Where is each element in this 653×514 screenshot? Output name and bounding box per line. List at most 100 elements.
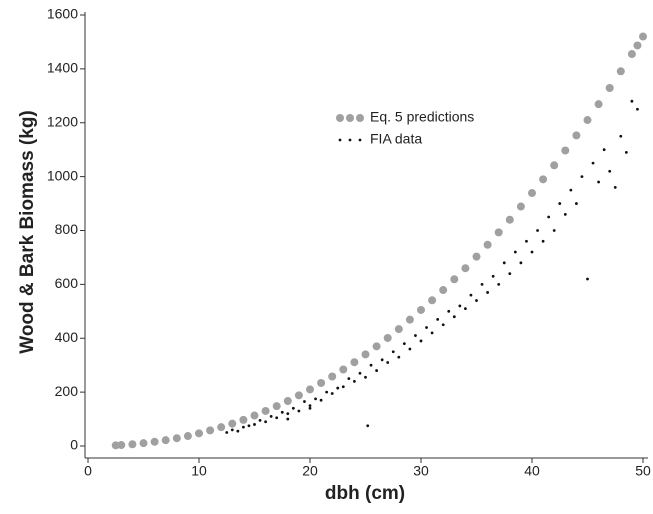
- point: [464, 307, 467, 311]
- point: [280, 410, 284, 414]
- point: [183, 432, 192, 441]
- point: [253, 423, 256, 426]
- point: [236, 429, 240, 433]
- y-axis-title: Wood & Bark Biomass (kg): [17, 110, 38, 354]
- point: [150, 437, 159, 446]
- point: [541, 239, 545, 243]
- legend-label: Eq. 5 predictions: [370, 109, 474, 125]
- point: [450, 275, 459, 284]
- y-tick-label: 200: [55, 383, 79, 399]
- point: [558, 202, 562, 205]
- point: [575, 202, 578, 205]
- point: [550, 161, 559, 170]
- point: [303, 400, 306, 403]
- y-tick-label: 1000: [47, 167, 78, 183]
- point: [405, 315, 414, 324]
- point: [272, 402, 281, 411]
- point: [350, 358, 359, 367]
- point: [602, 148, 606, 152]
- point: [458, 304, 462, 308]
- y-tick-label: 1400: [47, 60, 78, 76]
- point: [314, 397, 317, 401]
- point: [361, 350, 370, 359]
- x-tick-label: 10: [191, 463, 207, 479]
- point: [561, 146, 570, 155]
- point: [369, 363, 373, 367]
- point: [242, 425, 245, 429]
- legend-marker: [358, 138, 362, 142]
- point: [605, 84, 614, 93]
- point: [353, 379, 356, 383]
- point: [161, 436, 170, 445]
- point: [502, 261, 506, 265]
- point: [336, 386, 340, 390]
- point: [217, 423, 226, 432]
- point: [530, 250, 534, 254]
- point: [572, 131, 581, 140]
- point: [633, 41, 642, 50]
- point: [291, 406, 295, 410]
- point: [283, 397, 292, 406]
- point: [317, 378, 326, 387]
- point: [452, 315, 456, 319]
- point: [275, 416, 279, 420]
- point: [547, 215, 551, 219]
- point: [414, 334, 417, 337]
- point: [139, 439, 148, 448]
- point: [619, 134, 623, 138]
- point: [591, 161, 595, 165]
- point: [580, 175, 584, 179]
- point: [494, 228, 503, 237]
- point: [525, 239, 528, 243]
- point: [563, 212, 567, 216]
- point: [497, 282, 501, 286]
- y-tick-label: 1200: [47, 113, 78, 129]
- point: [483, 240, 492, 249]
- legend-marker: [338, 138, 342, 142]
- point: [306, 385, 314, 394]
- point: [206, 426, 215, 435]
- point: [128, 440, 137, 449]
- legend-marker: [336, 114, 344, 122]
- x-tick-label: 20: [302, 463, 318, 479]
- point: [624, 150, 628, 154]
- point: [408, 347, 412, 351]
- point: [341, 385, 345, 389]
- x-tick-label: 40: [524, 463, 540, 479]
- point: [239, 415, 248, 424]
- point: [472, 252, 481, 261]
- point: [294, 391, 303, 400]
- point: [491, 274, 495, 278]
- point: [328, 372, 337, 381]
- point: [569, 188, 573, 192]
- point: [627, 50, 636, 59]
- point: [230, 428, 234, 432]
- point: [486, 291, 489, 294]
- point: [375, 369, 378, 372]
- point: [428, 296, 437, 305]
- point: [286, 417, 290, 421]
- point: [397, 355, 401, 359]
- point: [386, 361, 390, 364]
- point: [402, 342, 406, 346]
- point: [228, 419, 237, 428]
- point: [269, 414, 273, 418]
- point: [172, 434, 181, 443]
- point: [339, 365, 348, 374]
- point: [394, 325, 403, 334]
- point: [117, 441, 126, 450]
- point: [536, 229, 539, 232]
- point: [513, 250, 517, 254]
- point: [380, 358, 384, 362]
- y-tick-label: 800: [55, 221, 79, 237]
- y-tick-label: 400: [55, 329, 79, 345]
- point: [613, 186, 617, 189]
- point: [319, 398, 323, 402]
- x-axis-title: dbh (cm): [325, 483, 405, 504]
- point: [358, 371, 362, 375]
- point: [636, 107, 639, 111]
- x-tick-label: 30: [413, 463, 429, 479]
- point: [261, 406, 270, 415]
- point: [469, 293, 473, 297]
- point: [475, 299, 478, 302]
